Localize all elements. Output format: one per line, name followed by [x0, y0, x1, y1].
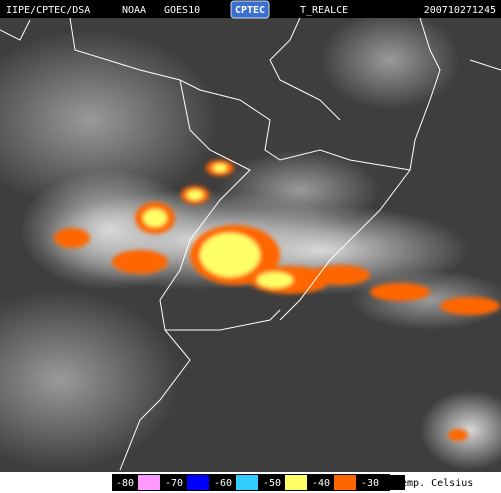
agency: NOAA [122, 5, 146, 16]
legend-swatch [334, 475, 356, 490]
legend-label: -30 [361, 478, 379, 489]
legend-swatch [383, 475, 405, 490]
legend-label: -60 [214, 478, 232, 489]
legend-title: Temp. Celsius [395, 478, 473, 489]
legend: -80 -70 -60 -50 -40 -30 [116, 475, 405, 490]
political-boundaries [0, 17, 501, 471]
legend-swatch [285, 475, 307, 490]
legend-label: -50 [263, 478, 281, 489]
legend-label: -40 [312, 478, 330, 489]
legend-label: -70 [165, 478, 183, 489]
cold-cloud-tops [54, 160, 500, 441]
legend-swatch [187, 475, 209, 490]
logo: CPTEC [235, 5, 265, 16]
timestamp: 200710271245 [424, 5, 496, 16]
satellite: GOES10 [164, 5, 200, 16]
legend-swatch [236, 475, 258, 490]
legend-label: -80 [116, 478, 134, 489]
product: T_REALCE [300, 5, 348, 16]
logo-box [230, 0, 270, 19]
legend-swatch [138, 475, 160, 490]
source: IIPE/CPTEC/DSA [6, 5, 90, 16]
